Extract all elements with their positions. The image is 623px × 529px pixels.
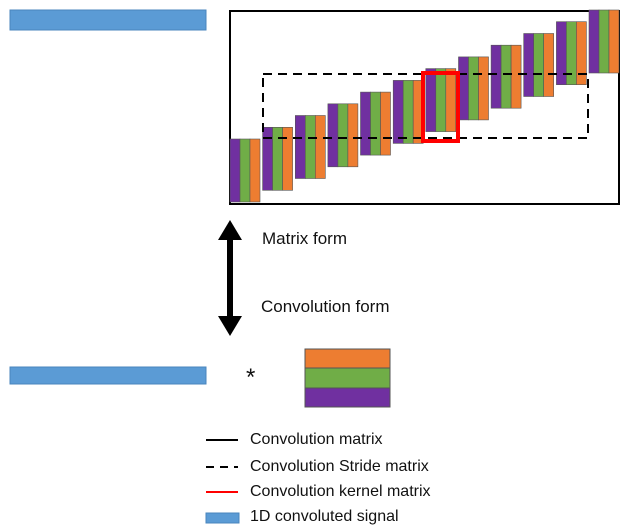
kernel-block-1-purple <box>229 138 241 203</box>
convolution-form-label: Convolution form <box>261 297 390 316</box>
kernel-block-6-green <box>402 80 414 144</box>
kernel-block-9-green <box>500 44 512 109</box>
kernel-block-2-purple <box>262 127 273 191</box>
kernel-matrix-highlight <box>421 71 460 143</box>
kernel-block-12-orange <box>608 9 620 74</box>
matrix-form-label: Matrix form <box>262 229 347 248</box>
kernel-block-11-purple <box>556 21 567 86</box>
legend-label: 1D convoluted signal <box>250 508 399 525</box>
kernel-block-2-orange <box>282 127 293 191</box>
kernel-blocks-group <box>229 9 620 203</box>
kernel-block-5-orange <box>380 91 391 156</box>
kernel-block-10-green <box>533 33 545 97</box>
kernel-block-7-orange <box>445 68 457 132</box>
kernel-block-3-purple <box>294 115 306 179</box>
kernel-row-orange <box>304 348 391 369</box>
top-signal-bar <box>9 9 207 31</box>
kernel-block-12-purple <box>588 9 600 74</box>
kernel-block-11-green <box>566 21 577 86</box>
kernel-block-9-purple <box>490 44 502 109</box>
bottom-signal-bar <box>9 366 207 385</box>
kernel-block-4-orange <box>347 103 359 168</box>
kernel-block-9-orange <box>510 44 522 109</box>
kernel-block-3-green <box>304 115 316 179</box>
kernel-block-4-green <box>337 103 349 168</box>
kernel-row-purple <box>304 387 391 408</box>
kernel-block-1-green <box>239 138 251 203</box>
legend-label: Convolution Stride matrix <box>250 458 429 475</box>
kernel-block-10-purple <box>523 33 535 97</box>
legend-label: Convolution matrix <box>250 431 383 448</box>
kernel-block-8-green <box>468 56 479 121</box>
double-arrow-icon <box>218 220 242 336</box>
kernel-row-green <box>304 367 391 389</box>
kernel-block-12-green <box>598 9 610 74</box>
kernel-block-10-orange <box>543 33 555 97</box>
convolution-operator: * <box>246 364 256 391</box>
convolution-matrix-frame <box>229 10 620 205</box>
kernel-block-2-green <box>272 127 283 191</box>
kernel-block-8-orange <box>478 56 489 121</box>
legend-blue-box-icon <box>205 512 240 524</box>
legend-label: Convolution kernel matrix <box>250 483 431 500</box>
kernel-block-4-purple <box>327 103 339 168</box>
kernel-block-5-purple <box>360 91 371 156</box>
kernel-block-3-orange <box>314 115 326 179</box>
kernel-block-7-purple <box>425 68 437 132</box>
kernel-block-6-purple <box>392 80 404 144</box>
kernel-stack <box>304 348 391 408</box>
kernel-block-1-orange <box>249 138 261 203</box>
kernel-block-11-orange <box>576 21 587 86</box>
kernel-block-7-green <box>435 68 447 132</box>
kernel-block-5-green <box>370 91 381 156</box>
